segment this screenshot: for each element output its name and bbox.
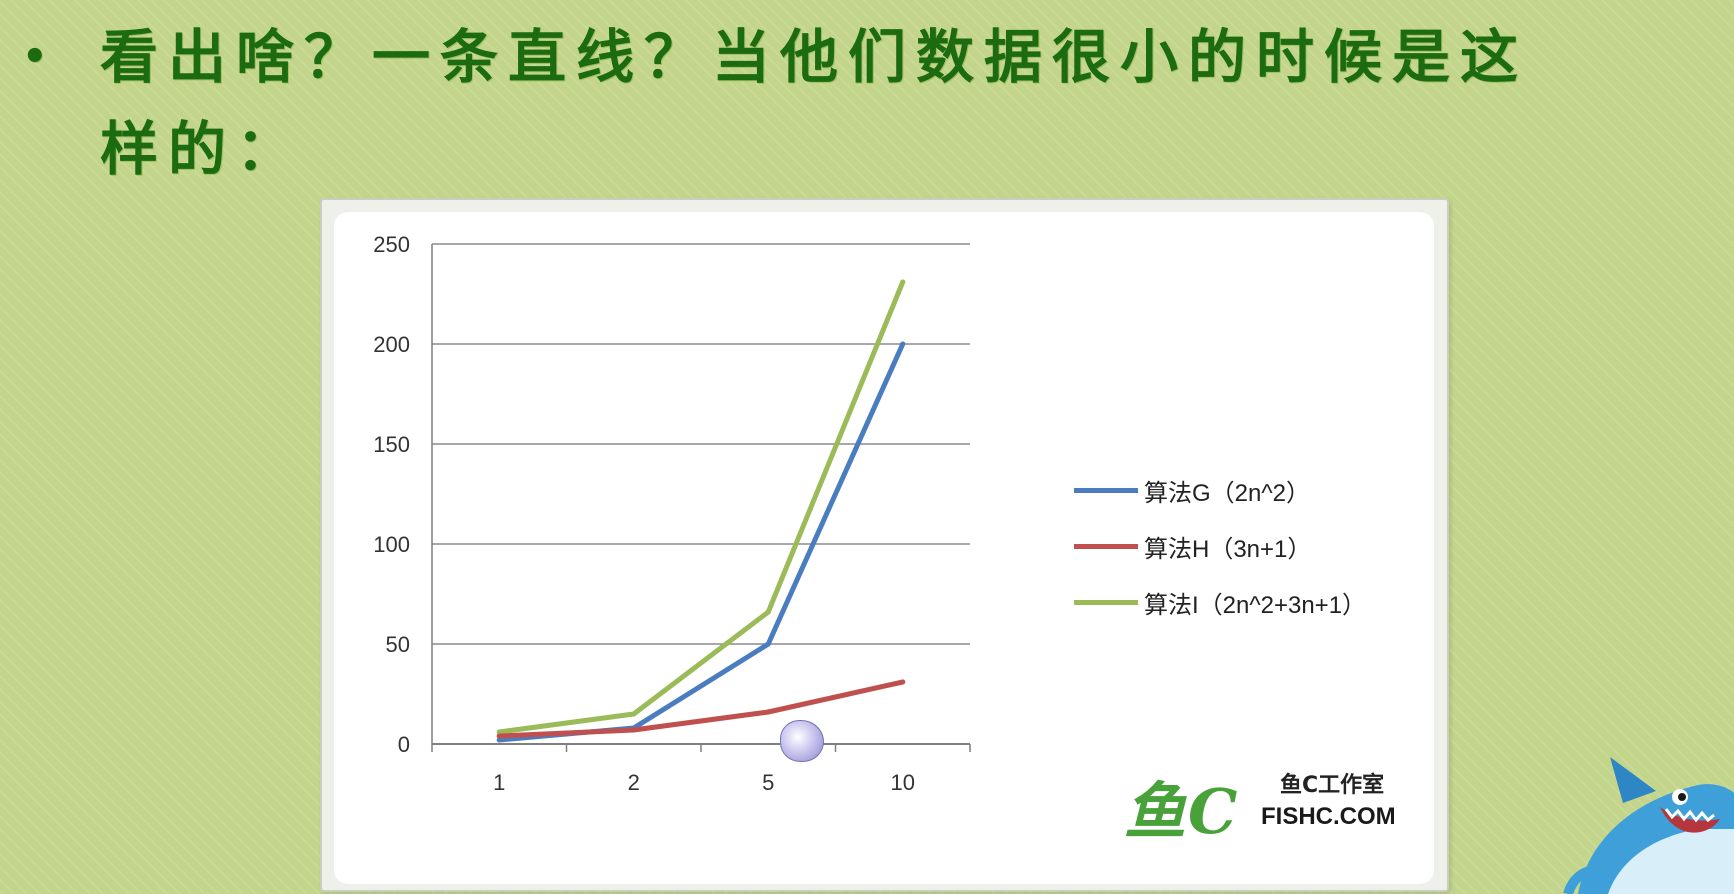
- heading-line-2: 样的：: [100, 115, 305, 183]
- fishc-url-label: FISHC.COM: [1261, 803, 1396, 830]
- chart-frame[interactable]: 0 50 100 150 200 250 1 2 5 10 算法G（2n^2） 算法H（3n+1）…: [320, 198, 1449, 892]
- legend-swatch-g: [1074, 487, 1138, 493]
- x-tick-label-1: 2: [628, 770, 640, 795]
- data-point-s0-2: [765, 641, 771, 647]
- fishc-script-logo: 鱼C: [1124, 775, 1240, 848]
- x-tick-label-3: 10: [891, 770, 915, 795]
- y-tick-label-2: 100: [373, 532, 410, 557]
- fishc-watermark: 鱼C 鱼C工作室 FISHC.COM: [1124, 757, 1414, 857]
- heading-line-1: 看出啥？一条直线？当他们数据很小的时候是这: [100, 23, 1529, 91]
- data-point-s0-0: [496, 737, 502, 743]
- y-tick-label-4: 200: [373, 332, 410, 357]
- shark-mascot-icon: [1563, 757, 1734, 894]
- data-point-s2-0: [496, 729, 502, 735]
- y-tick-label-0: 0: [398, 732, 410, 757]
- line-chart: 0 50 100 150 200 250 1 2 5 10: [373, 232, 971, 795]
- data-point-s1-3: [900, 679, 906, 685]
- legend-label-h: 算法H（3n+1）: [1144, 535, 1312, 563]
- y-tick-label-5: 250: [373, 232, 410, 257]
- bullet-point: •: [22, 33, 48, 80]
- legend-item-i: 算法I（2n^2+3n+1）: [1074, 574, 1424, 630]
- chart-panel: 0 50 100 150 200 250 1 2 5 10 算法G（2n^2） 算法H（3n+1）…: [334, 212, 1434, 884]
- y-tick-label-3: 150: [373, 432, 410, 457]
- legend-item-g: 算法G（2n^2）: [1074, 462, 1424, 518]
- legend-swatch-i: [1074, 599, 1138, 605]
- legend-swatch-h: [1074, 543, 1138, 549]
- series-line-2: [496, 279, 906, 735]
- series-line-1: [496, 679, 906, 739]
- fishc-studio-label: 鱼C工作室: [1280, 773, 1385, 798]
- data-point-s2-2: [765, 609, 771, 615]
- data-point-s1-0: [496, 733, 502, 739]
- x-tick-label-0: 1: [493, 770, 505, 795]
- legend-label-i: 算法I（2n^2+3n+1）: [1144, 591, 1367, 619]
- data-point-s2-1: [631, 711, 637, 717]
- legend-item-h: 算法H（3n+1）: [1074, 518, 1424, 574]
- x-tick-label-2: 5: [762, 770, 774, 795]
- data-point-s2-3: [900, 279, 906, 285]
- data-point-s1-2: [765, 709, 771, 715]
- data-point-s0-3: [900, 341, 906, 347]
- data-point-s1-1: [631, 727, 637, 733]
- legend-label-g: 算法G（2n^2）: [1144, 479, 1310, 507]
- cursor-icon: [780, 720, 824, 762]
- y-tick-label-1: 50: [386, 632, 410, 657]
- series-line-0: [496, 341, 906, 743]
- chart-legend: 算法G（2n^2） 算法H（3n+1） 算法I（2n^2+3n+1）: [1074, 462, 1424, 630]
